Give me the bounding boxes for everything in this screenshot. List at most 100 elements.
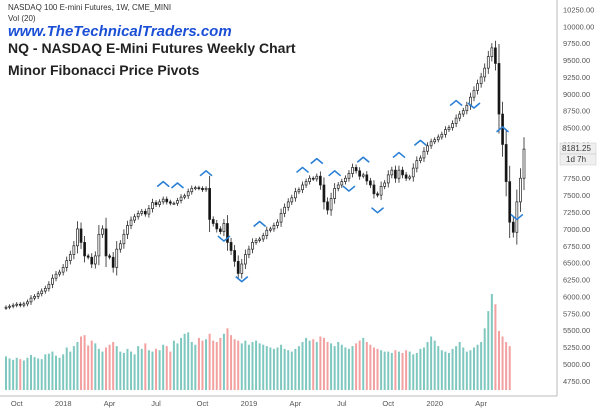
- time-tick-label: Jul: [151, 399, 161, 408]
- candle-body: [390, 169, 394, 176]
- volume-bar: [105, 347, 108, 390]
- candle-body: [440, 133, 444, 138]
- volume-bar: [22, 360, 25, 390]
- price-tick-label: 9500.00: [563, 56, 590, 65]
- candle-body: [68, 254, 72, 261]
- volume-bar: [8, 358, 11, 390]
- candle-body: [504, 144, 508, 182]
- volume-bar: [87, 345, 90, 390]
- volume-bar: [162, 344, 165, 390]
- volume-bar: [37, 358, 40, 390]
- price-tick-label: 10000.00: [563, 22, 594, 31]
- volume-bar: [326, 342, 329, 390]
- candle-body: [211, 219, 215, 224]
- candle-body: [90, 256, 94, 265]
- volume-bar: [80, 336, 83, 390]
- price-tick-label: 7250.00: [563, 208, 590, 217]
- volume-bar: [483, 328, 486, 390]
- candle-body: [486, 56, 490, 69]
- volume-bar: [212, 340, 215, 390]
- volume-bar: [208, 333, 211, 390]
- volume-bar: [122, 352, 125, 390]
- volume-bar: [487, 311, 490, 390]
- candle-body: [233, 250, 236, 262]
- time-axis: Oct 2018 Apr Jul Oct 2019 Apr Jul Oct 2020 Apr: [11, 399, 488, 408]
- time-tick-label: 2020: [426, 399, 443, 408]
- price-tick-label: 4750.00: [563, 377, 590, 386]
- candle-body: [204, 188, 208, 191]
- candle-body: [165, 198, 169, 203]
- volume-bar: [58, 357, 61, 390]
- volume-bar: [169, 351, 172, 390]
- volume-bar: [26, 357, 29, 390]
- candle-body: [133, 216, 136, 221]
- volume-bar: [376, 348, 379, 390]
- volume-bar: [130, 351, 133, 390]
- candle-body: [451, 123, 454, 128]
- fib-pivot-low: [217, 235, 231, 242]
- volume-bar: [133, 354, 136, 390]
- candle-body: [226, 223, 229, 243]
- candle-body: [279, 213, 283, 223]
- volume-bar: [190, 342, 193, 390]
- volume-bar: [322, 337, 325, 390]
- candle-body: [304, 181, 308, 186]
- candle-body: [454, 117, 458, 124]
- price-tick-label: 9250.00: [563, 73, 590, 82]
- candle-body: [461, 110, 465, 115]
- brand-url[interactable]: www.TheTechnicalTraders.com: [8, 23, 232, 40]
- candle-body: [72, 245, 76, 255]
- volume-bar: [76, 342, 79, 390]
- price-tick-label: 5750.00: [563, 309, 590, 318]
- fib-pivot-high: [156, 180, 170, 188]
- volume-bar: [247, 344, 250, 390]
- volume-bar: [419, 348, 422, 390]
- time-tick-label: Oct: [382, 399, 395, 408]
- candle-body: [168, 201, 172, 204]
- candle-body: [290, 197, 294, 203]
- candle-body: [422, 150, 426, 159]
- volume-bar: [472, 347, 475, 390]
- fib-pivot-low: [510, 213, 524, 221]
- volume-bar: [394, 350, 397, 390]
- fib-pivot-low: [235, 275, 249, 283]
- time-tick-label: Apr: [104, 399, 116, 408]
- volume-bar: [240, 343, 243, 390]
- volume-bar: [290, 351, 293, 390]
- candle-body: [247, 248, 251, 255]
- candle-body: [283, 206, 286, 214]
- volume-bar: [151, 351, 154, 390]
- volume-bar: [233, 339, 236, 390]
- candle-body: [408, 176, 412, 179]
- volume-bar: [255, 340, 258, 390]
- fib-pivot-high: [496, 126, 510, 133]
- volume-bar: [308, 340, 311, 390]
- volume-bar: [440, 350, 443, 390]
- candle-body: [294, 191, 297, 199]
- volume-bar: [283, 348, 286, 390]
- fib-pivot-high: [199, 170, 213, 177]
- candle-body: [344, 177, 347, 182]
- volume-bar: [237, 340, 240, 390]
- volume-bar: [97, 348, 100, 390]
- candle-body: [297, 189, 301, 193]
- volume-bar: [258, 343, 261, 390]
- candle-body: [140, 210, 144, 214]
- candle-body: [97, 233, 101, 257]
- volume-bar: [158, 350, 161, 390]
- fib-pivot-high: [310, 157, 324, 165]
- volume-bar: [115, 346, 118, 390]
- candle-body: [79, 228, 83, 243]
- volume-bar: [330, 343, 333, 390]
- volume-bar: [140, 348, 143, 390]
- candle-body: [358, 170, 362, 177]
- volume-bar: [219, 337, 222, 390]
- candle-body: [329, 198, 333, 211]
- price-tick-label: 8750.00: [563, 107, 590, 116]
- candle-body: [129, 219, 133, 226]
- volume-bar: [315, 342, 318, 390]
- candle-body: [54, 273, 58, 279]
- candle-body: [147, 208, 151, 215]
- volume-bar: [83, 335, 86, 390]
